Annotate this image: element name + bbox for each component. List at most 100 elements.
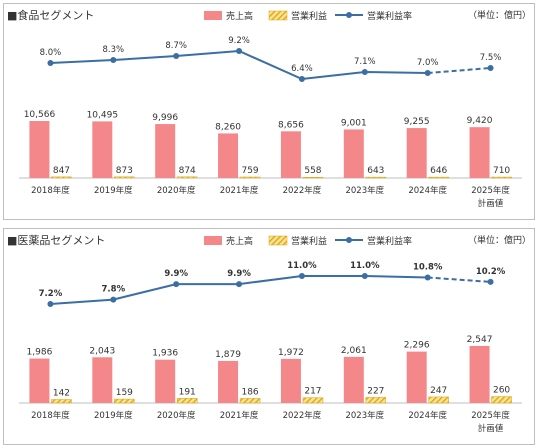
legend-op-label: 営業利益: [291, 235, 327, 247]
sales-value-label: 10,566: [24, 110, 56, 120]
op-profit-bar: [114, 398, 135, 404]
sales-bar: [29, 358, 50, 403]
category-label: 2025年度: [471, 185, 510, 196]
unit-label: （単位：億円）: [468, 234, 531, 246]
margin-value-label: 7.1%: [354, 57, 376, 67]
op-profit-value-label: 873: [116, 166, 133, 176]
margin-value-label: 9.9%: [227, 269, 251, 279]
sales-value-label: 9,420: [467, 116, 493, 126]
sales-bar: [218, 360, 239, 403]
op-profit-bar: [239, 398, 261, 404]
op-profit-value-label: 186: [241, 387, 258, 397]
margin-point: [110, 57, 117, 63]
category-label: 2024年度: [408, 410, 447, 421]
chart-title: ■食品セグメント: [7, 8, 94, 22]
legend-sales-label: 売上高: [226, 10, 253, 22]
margin-value-label: 10.2%: [476, 267, 506, 277]
margin-value-label: 8.7%: [165, 41, 187, 51]
margin-point: [173, 53, 180, 59]
op-profit-value-label: 874: [179, 166, 196, 176]
unit-label: （単位：億円）: [468, 9, 531, 21]
category-label: 2025年度: [471, 410, 510, 421]
op-profit-value-label: 227: [367, 386, 384, 396]
category-label: 2019年度: [94, 410, 133, 421]
op-profit-bar: [302, 176, 324, 179]
op-profit-bar: [51, 399, 72, 404]
sales-bar: [92, 357, 113, 403]
op-profit-bar: [51, 176, 72, 179]
margin-value-label: 11.0%: [350, 261, 380, 271]
margin-series-forecast-line: [427, 67, 491, 74]
sales-bar: [155, 359, 176, 403]
food-segment-chart-svg: ■食品セグメント （単位：億円） 売上高 営業利益 営業利益率 10,566 847 2018…: [7, 8, 531, 209]
plan-note-label: 計画値: [478, 423, 504, 434]
margin-point: [487, 65, 494, 71]
op-profit-bar: [176, 398, 198, 404]
legend-sales-swatch: [204, 236, 222, 245]
sales-value-label: 8,260: [215, 122, 241, 132]
sales-bar: [343, 129, 364, 178]
op-profit-value-label: 643: [367, 166, 384, 176]
category-label: 2021年度: [220, 410, 259, 421]
legend-op-swatch: [268, 235, 288, 246]
op-profit-bar: [114, 176, 135, 179]
sales-value-label: 2,061: [341, 346, 367, 356]
sales-value-label: 1,986: [27, 348, 53, 358]
category-label: 2020年度: [157, 185, 196, 196]
margin-point: [361, 273, 368, 279]
category-label: 2018年度: [31, 410, 70, 421]
margin-point: [424, 70, 431, 76]
legend-sales-swatch: [204, 11, 222, 20]
margin-value-label: 7.2%: [39, 289, 63, 299]
margin-point: [361, 69, 368, 75]
margin-value-label: 7.0%: [417, 58, 439, 68]
op-profit-value-label: 558: [304, 166, 321, 176]
legend-sales-label: 売上高: [226, 235, 253, 247]
sales-bar: [406, 128, 427, 178]
sales-bar: [343, 356, 364, 403]
sales-value-label: 9,996: [152, 113, 178, 123]
op-profit-bar: [365, 397, 387, 404]
margin-value-label: 11.0%: [287, 261, 317, 271]
category-label: 2018年度: [31, 185, 70, 196]
sales-value-label: 1,972: [278, 348, 304, 358]
margin-point: [236, 48, 243, 54]
margin-value-label: 8.3%: [103, 45, 125, 55]
margin-value-label: 7.8%: [102, 285, 126, 295]
margin-value-label: 6.4%: [291, 64, 313, 74]
op-profit-bar: [365, 176, 387, 179]
category-label: 2024年度: [408, 185, 447, 196]
category-label: 2022年度: [283, 410, 322, 421]
category-label: 2020年度: [157, 410, 196, 421]
sales-value-label: 1,879: [215, 350, 241, 360]
sales-bar: [92, 121, 113, 178]
legend-op-swatch: [268, 10, 288, 21]
margin-value-label: 9.9%: [164, 269, 188, 279]
margin-point: [47, 60, 54, 66]
sales-value-label: 2,296: [404, 341, 430, 351]
margin-value-label: 7.5%: [480, 53, 502, 63]
margin-series-forecast-line: [427, 276, 491, 283]
op-profit-value-label: 847: [53, 166, 70, 176]
sales-bar: [29, 121, 50, 178]
legend-margin-marker: [346, 237, 352, 243]
sales-bar: [280, 131, 301, 178]
op-profit-value-label: 759: [241, 166, 258, 176]
category-label: 2022年度: [283, 185, 322, 196]
chart-title: ■医薬品セグメント: [7, 233, 105, 247]
category-label: 2019年度: [94, 185, 133, 196]
op-profit-value-label: 710: [493, 166, 510, 176]
op-profit-value-label: 191: [179, 387, 196, 397]
sales-value-label: 2,547: [467, 335, 493, 345]
sales-bar: [469, 127, 490, 178]
op-profit-bar: [491, 396, 512, 404]
margin-point: [236, 281, 243, 288]
sales-value-label: 1,936: [152, 349, 178, 359]
op-profit-bar: [239, 176, 261, 179]
op-profit-value-label: 646: [430, 166, 447, 176]
sales-bar: [406, 351, 427, 403]
legend-margin-marker: [346, 12, 352, 18]
op-profit-value-label: 260: [493, 386, 510, 396]
legend-margin-label: 営業利益率: [367, 235, 412, 247]
op-profit-bar: [176, 176, 198, 179]
